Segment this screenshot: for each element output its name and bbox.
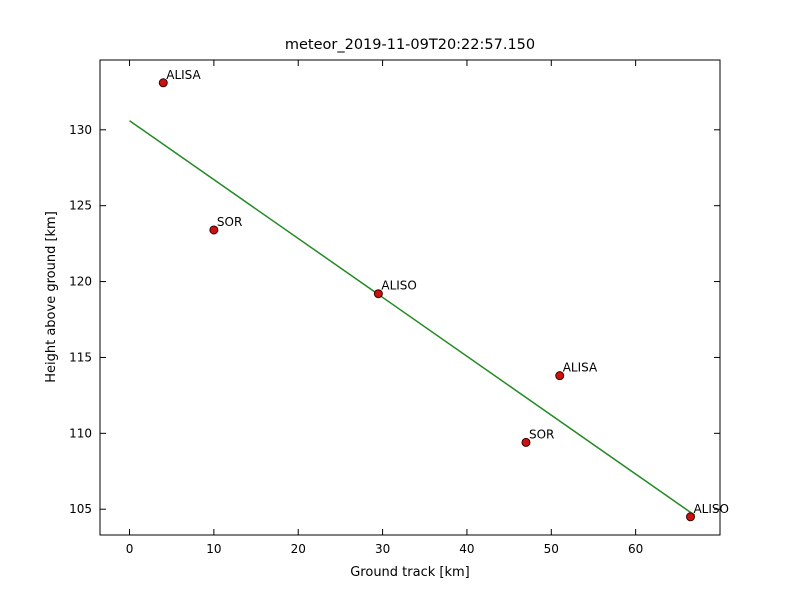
x-tick-label: 60 — [628, 542, 643, 556]
y-tick-label: 110 — [69, 426, 92, 440]
y-tick-label: 125 — [69, 199, 92, 213]
x-tick-label: 10 — [206, 542, 221, 556]
point-label: SOR — [529, 427, 554, 441]
x-tick-label: 30 — [375, 542, 390, 556]
point-label: ALISO — [381, 279, 417, 293]
y-tick-label: 130 — [69, 123, 92, 137]
fit-line — [129, 120, 696, 516]
data-points-layer — [158, 78, 695, 522]
y-tick-label: 120 — [69, 275, 92, 289]
data-point — [521, 437, 531, 447]
y-tick-label: 105 — [69, 502, 92, 516]
x-tick-label: 0 — [126, 542, 134, 556]
data-point — [373, 289, 383, 299]
chart-title: meteor_2019-11-09T20:22:57.150 — [285, 37, 535, 53]
point-label: ALISA — [563, 361, 598, 375]
data-point — [685, 512, 695, 522]
x-tick-label: 20 — [291, 542, 306, 556]
y-axis-label: Height above ground [km] — [44, 211, 59, 383]
data-point — [209, 225, 219, 235]
x-axis-label: Ground track [km] — [350, 565, 470, 580]
point-label: ALISA — [166, 68, 201, 82]
point-labels-layer: ALISA SOR ALISO ALISA SOR ALISO — [166, 68, 729, 516]
fit-line-layer — [129, 120, 696, 516]
y-tick-label: 115 — [69, 350, 92, 364]
x-tick-label: 40 — [459, 542, 474, 556]
point-label: SOR — [217, 215, 242, 229]
axis-ticks: 0 10 20 30 40 50 60 105 110 115 120 125 130 — [69, 60, 720, 556]
data-point — [555, 371, 565, 381]
data-point — [158, 78, 168, 88]
plot-area — [99, 59, 721, 536]
x-tick-label: 50 — [544, 542, 559, 556]
point-label: ALISO — [693, 502, 729, 516]
